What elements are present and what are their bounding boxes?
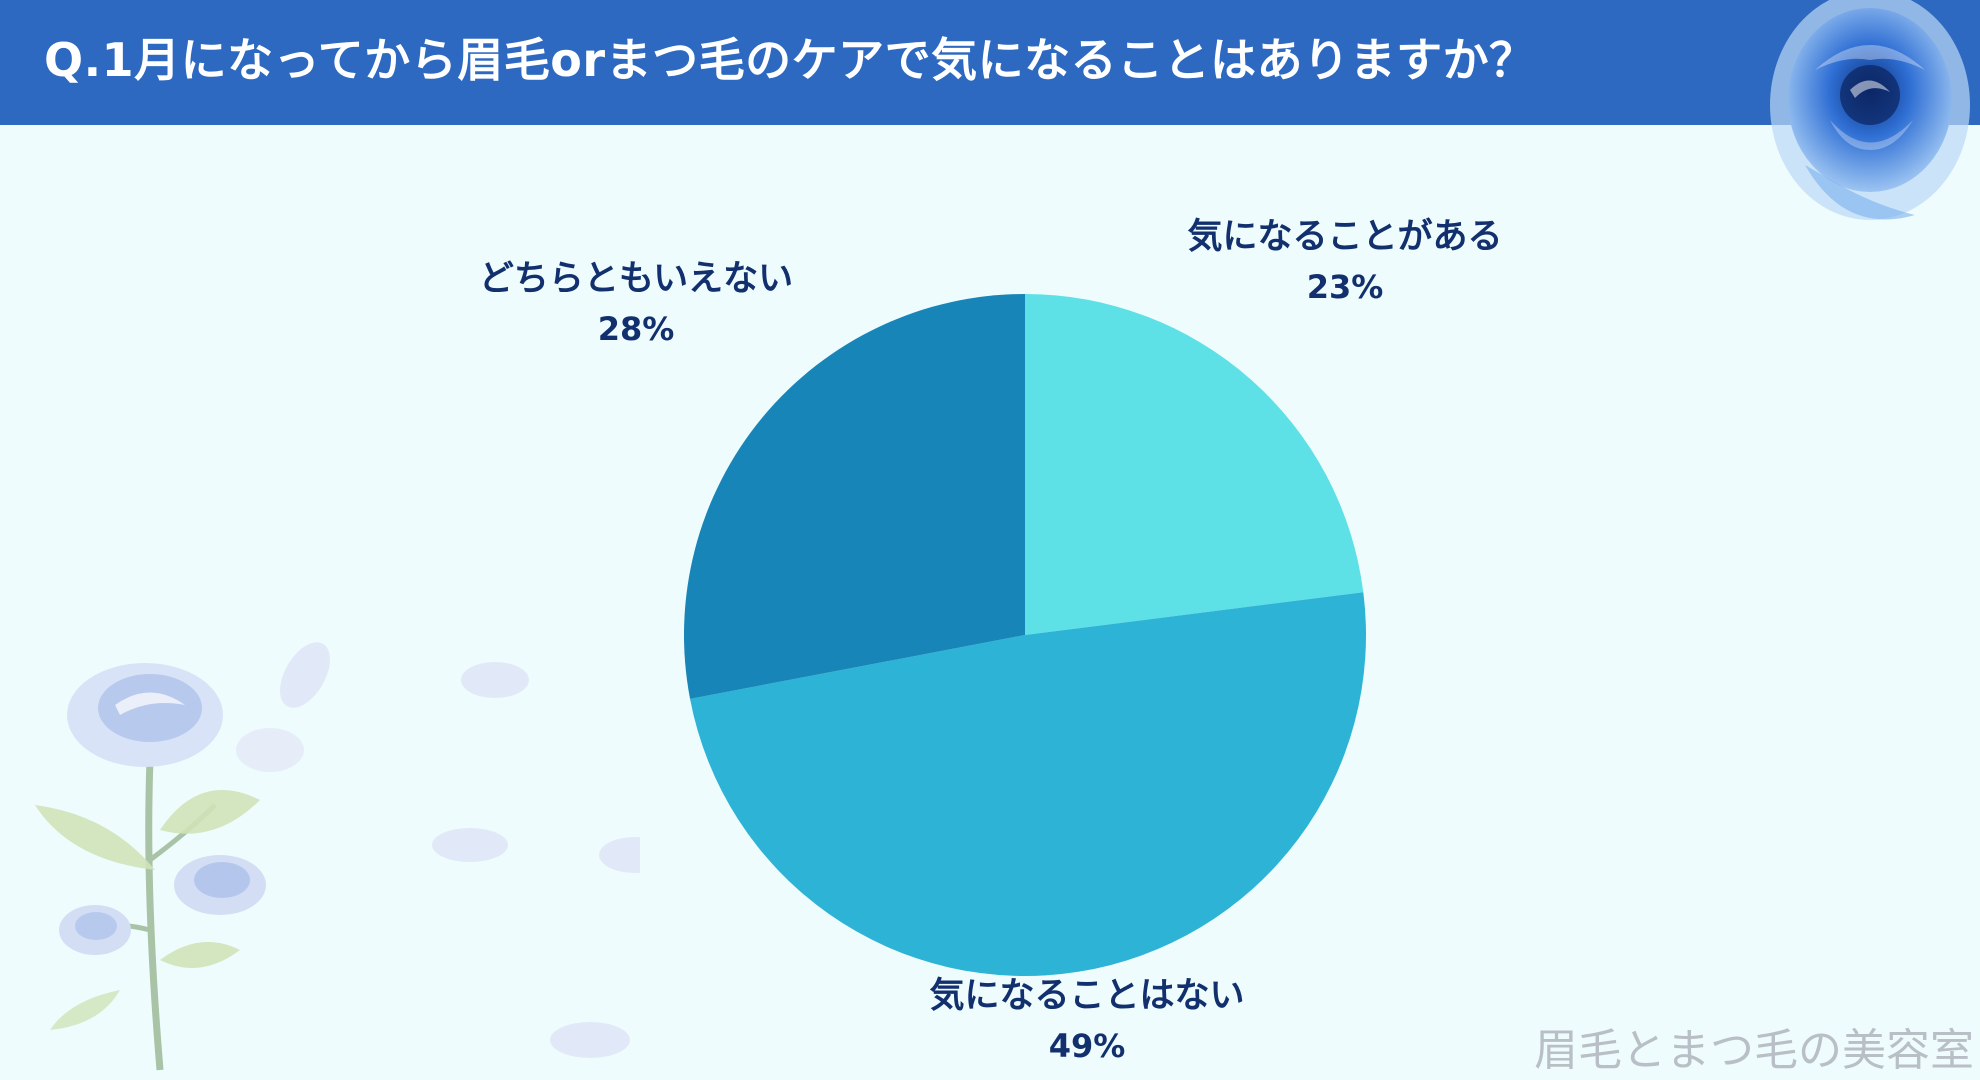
slice-name: 気になることがある [1187,217,1503,257]
slice-name: どちらともいえない [478,259,794,299]
slice-label-concerned: 気になることがある 23% [1187,214,1502,314]
blue-rose-decoration [1770,0,1970,220]
pie-slice-not-concerned [690,592,1366,976]
slice-label-neither: どちらともいえない 28% [479,256,793,356]
slice-percent: 28% [597,310,675,348]
pale-roses-decoration [35,642,640,1071]
slice-percent: 23% [1306,268,1384,306]
pie-slice-concerned [1025,294,1364,635]
slice-name: 気になることはない [929,976,1245,1016]
pie-slice-neither [683,294,1025,699]
page-title: Q.1月になってから眉毛orまつ毛のケアで気になることはありますか？ [44,33,1536,87]
slice-label-not-concerned: 気になることはない 49% [929,973,1244,1073]
watermark: 眉毛とまつ毛の美容室 [1534,1025,1974,1076]
header-bar: Q.1月になってから眉毛orまつ毛のケアで気になることはありますか？ [0,0,1980,125]
slice-percent: 49% [1048,1027,1126,1065]
